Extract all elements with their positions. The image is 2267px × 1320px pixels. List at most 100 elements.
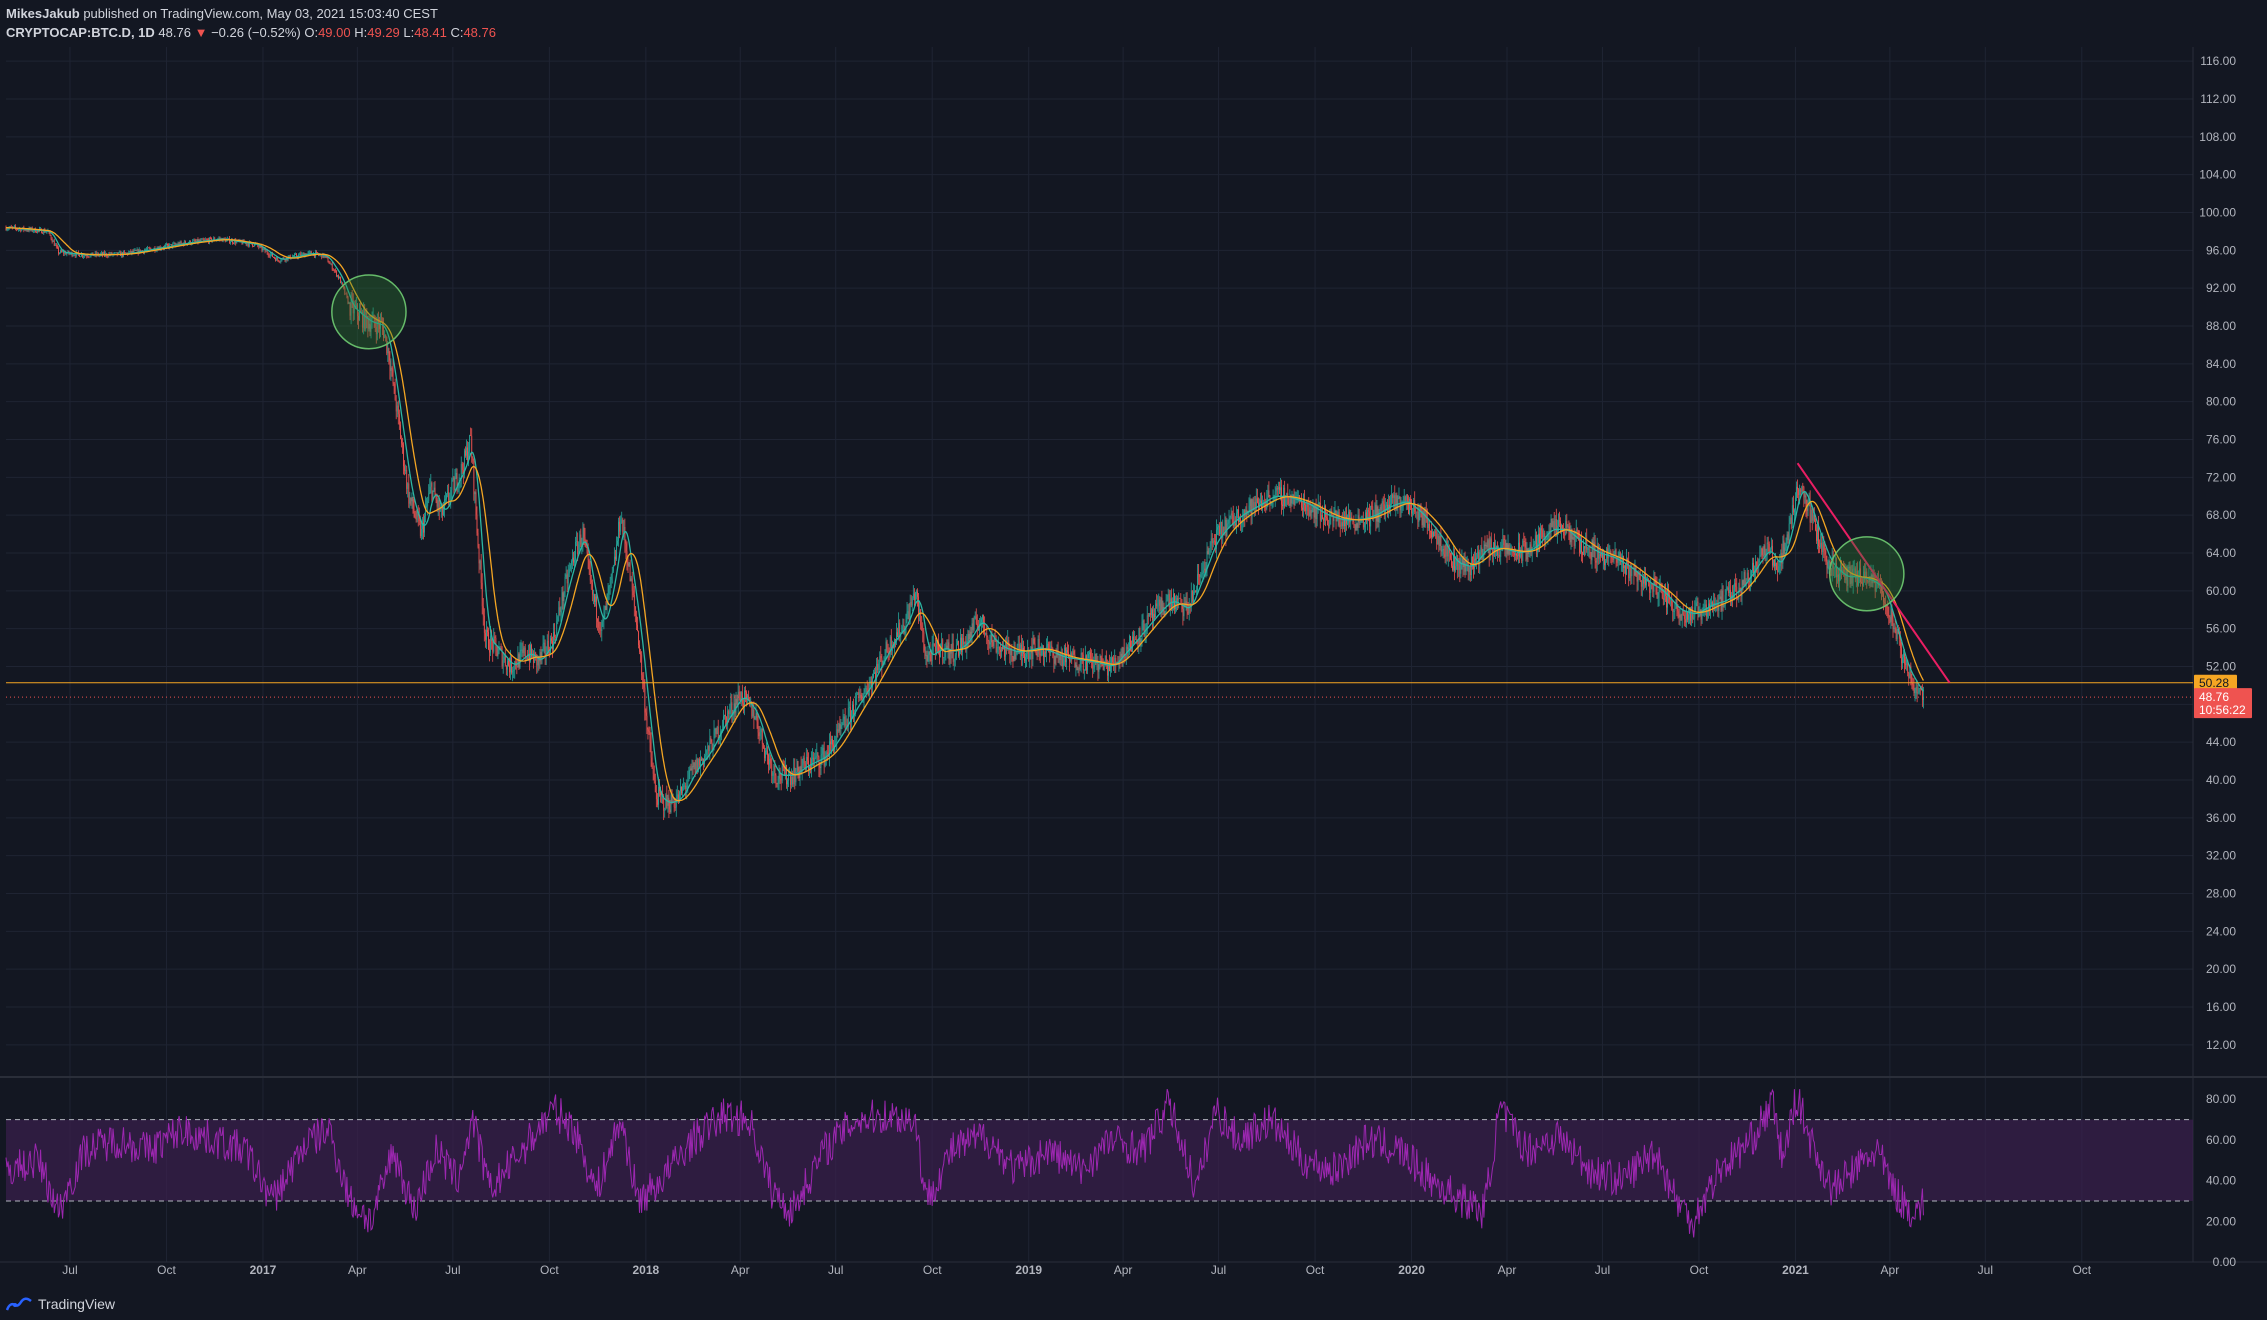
candle	[1230, 507, 1232, 520]
author-name[interactable]: MikesJakub	[6, 6, 80, 21]
candle-body	[1332, 516, 1334, 522]
candle-body	[1013, 648, 1015, 662]
candle	[1428, 520, 1430, 540]
candle	[1583, 538, 1585, 556]
candle	[414, 510, 416, 519]
candle-body	[1467, 562, 1469, 572]
candle-body	[1255, 498, 1257, 508]
candle-body	[300, 253, 302, 256]
candle-body	[745, 690, 746, 692]
candle	[1141, 614, 1143, 647]
candle	[1047, 635, 1049, 651]
candle-body	[130, 250, 132, 254]
candle-body	[969, 631, 971, 640]
candle-body	[695, 759, 697, 773]
candle-body	[531, 645, 532, 657]
candle	[1630, 561, 1632, 585]
candle-body	[115, 252, 117, 254]
candle-body	[1120, 653, 1122, 662]
candle	[1656, 576, 1658, 599]
candle	[1721, 582, 1723, 620]
candle-body	[604, 605, 606, 614]
candle-body	[880, 655, 882, 659]
candle-body	[970, 631, 972, 638]
candle	[1673, 608, 1675, 621]
candle-body	[930, 654, 932, 662]
candle-body	[1432, 531, 1433, 538]
candle-body	[117, 252, 119, 255]
candle-body	[69, 253, 71, 255]
candle-body	[1037, 638, 1039, 656]
candle-body	[18, 229, 20, 230]
candle-body	[394, 383, 396, 401]
candle	[1460, 555, 1462, 579]
candle-body	[692, 766, 694, 768]
candle	[1668, 583, 1669, 604]
candle-body	[1088, 654, 1089, 659]
candle-body	[500, 648, 502, 649]
candle	[523, 646, 525, 657]
candle	[289, 254, 291, 260]
candle-body	[407, 483, 409, 489]
candle	[656, 793, 658, 808]
candle-body	[1267, 490, 1269, 498]
candle-body	[700, 758, 701, 766]
candle	[1330, 508, 1332, 525]
candle	[1057, 641, 1059, 663]
candle	[1582, 551, 1583, 564]
candle-body	[26, 230, 28, 232]
candle	[991, 623, 993, 648]
candle-body	[1639, 574, 1641, 581]
candle-body	[62, 251, 64, 253]
candle-body	[367, 318, 369, 329]
candle-body	[909, 601, 911, 620]
candle	[920, 608, 922, 630]
candle	[569, 563, 571, 572]
candle	[483, 608, 485, 642]
candle	[1087, 651, 1088, 675]
candle	[1719, 590, 1721, 600]
candle-body	[1201, 572, 1203, 575]
candle-body	[428, 493, 430, 501]
candle	[641, 651, 643, 681]
candle-body	[1044, 652, 1045, 657]
candle	[1061, 648, 1063, 670]
candle-body	[1449, 552, 1451, 559]
candle-body	[641, 654, 643, 676]
candle-body	[1301, 499, 1302, 508]
candle-body	[1086, 655, 1087, 671]
candle-body	[807, 757, 808, 761]
candle-body	[1573, 537, 1575, 546]
candle-body	[869, 681, 871, 684]
candle	[1271, 502, 1273, 509]
candle	[729, 703, 731, 720]
candle	[611, 566, 613, 584]
candle	[665, 793, 667, 811]
candle	[815, 749, 817, 760]
candle-body	[223, 238, 225, 240]
candle	[758, 725, 760, 744]
candle-body	[646, 715, 648, 730]
candle-body	[46, 231, 48, 233]
candle	[673, 797, 675, 813]
candle	[1292, 493, 1294, 505]
candle	[917, 588, 918, 607]
candle	[1315, 498, 1317, 529]
candle-body	[21, 229, 23, 232]
candle	[818, 755, 820, 777]
candle-body	[1137, 640, 1139, 644]
candle-body	[1233, 523, 1235, 526]
candle-body	[904, 632, 906, 634]
candle-body	[147, 247, 149, 250]
candle	[754, 716, 756, 720]
candle-body	[424, 516, 425, 533]
candle-body	[1427, 523, 1429, 528]
candle-body	[359, 310, 360, 321]
candle	[559, 597, 561, 616]
candle	[1617, 551, 1619, 571]
candle-body	[527, 653, 529, 659]
candle-body	[1454, 553, 1455, 571]
candle-body	[726, 716, 728, 726]
open-value: 49.00	[318, 25, 351, 40]
